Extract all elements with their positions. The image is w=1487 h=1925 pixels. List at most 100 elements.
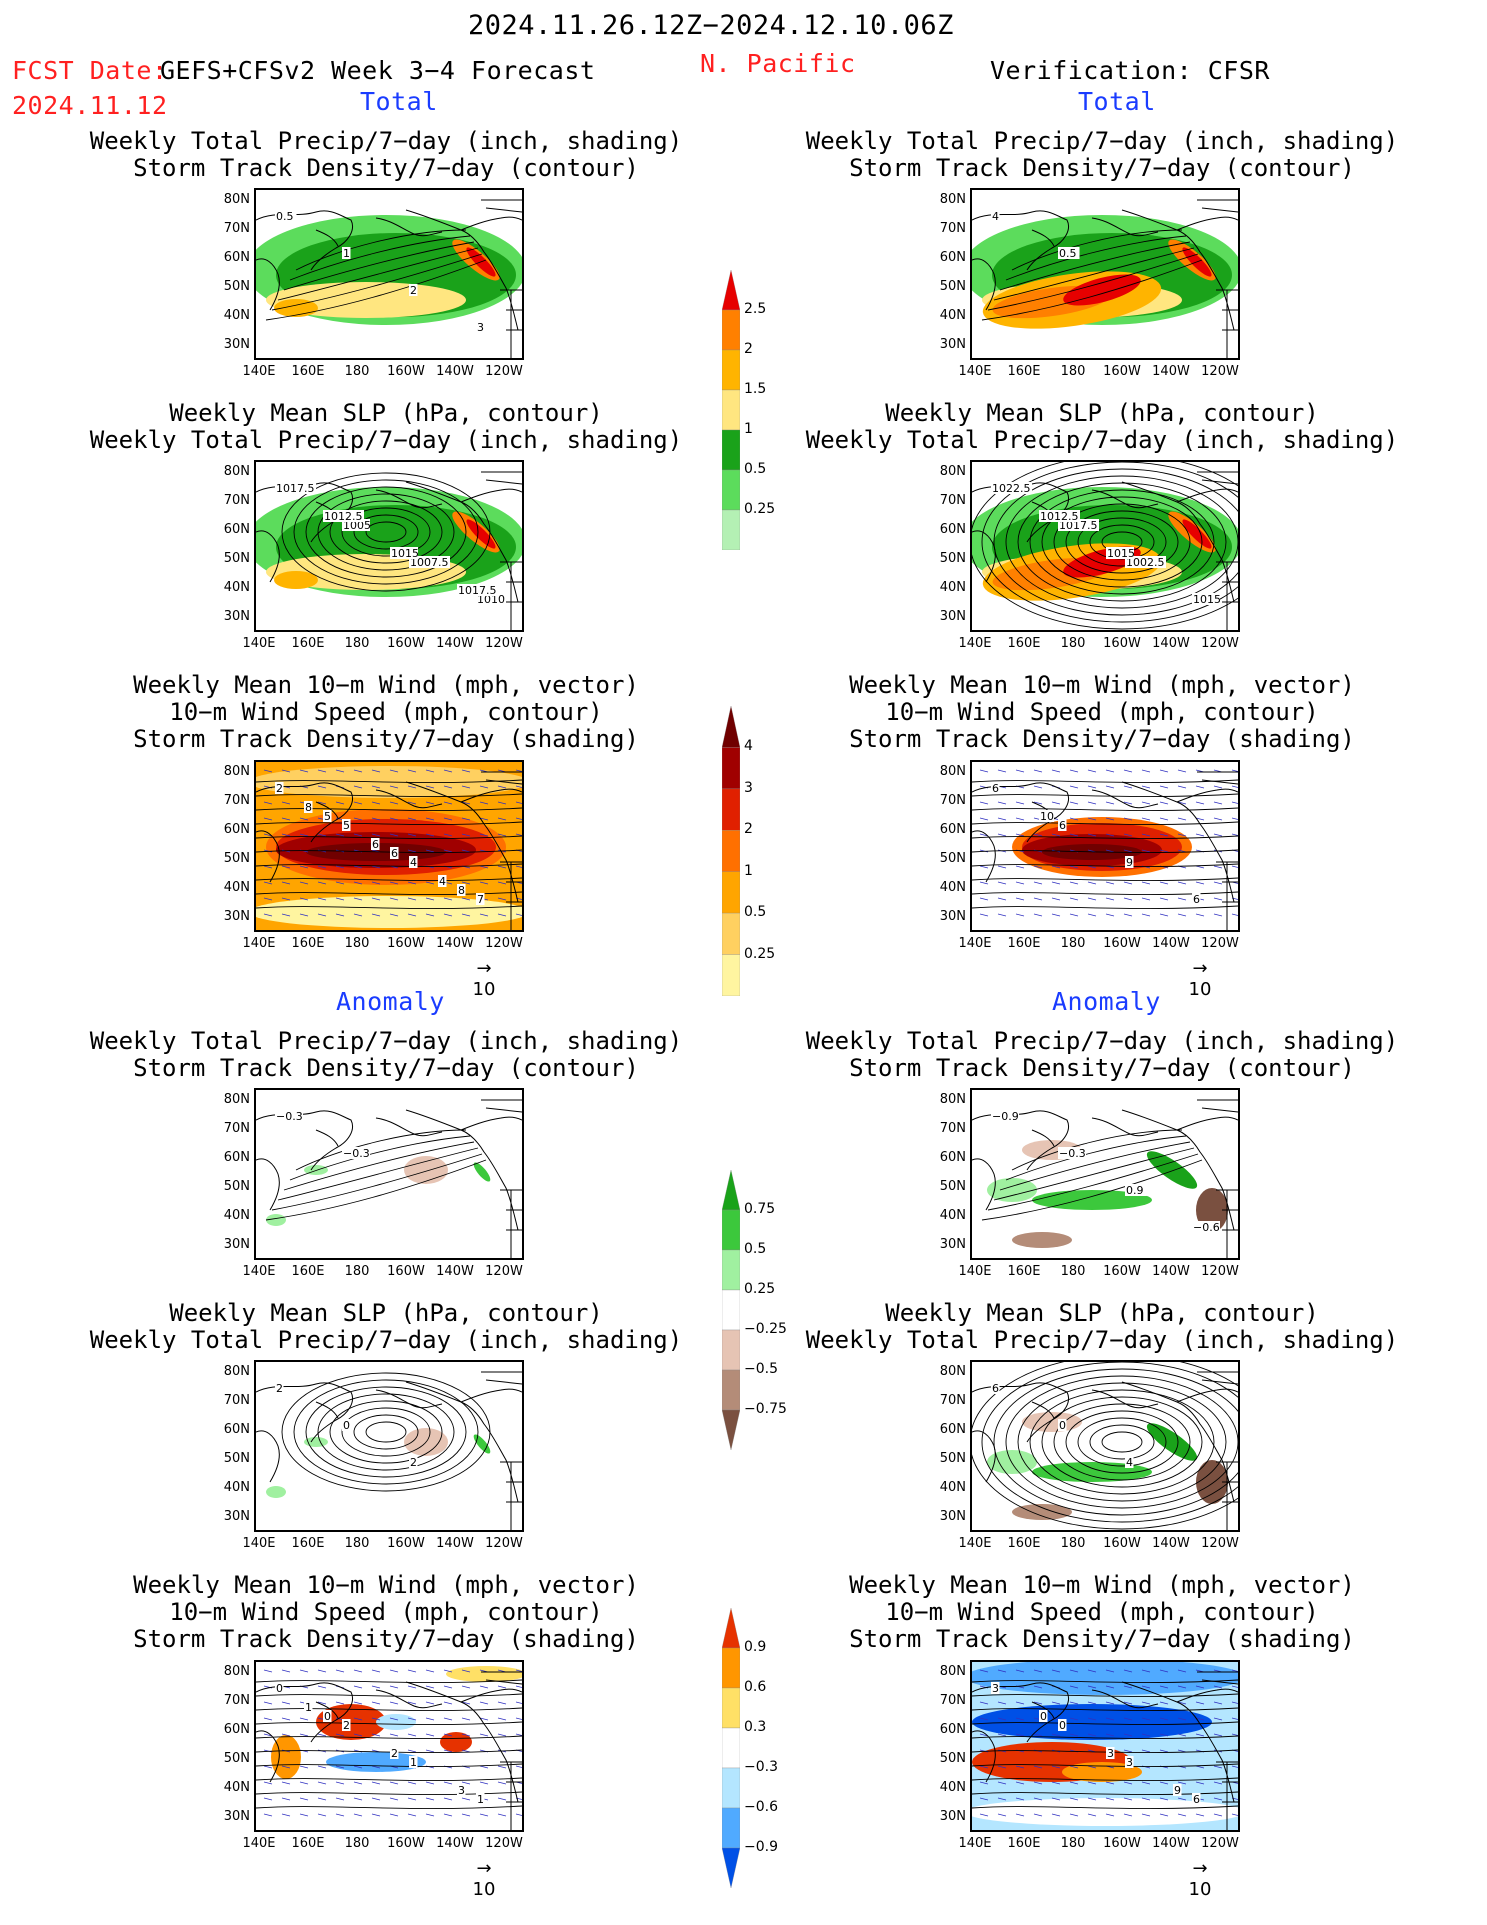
lon-tick-label: 180	[344, 364, 370, 379]
lat-tick-label: 80N	[223, 464, 250, 479]
anom-shade-brown	[1012, 1232, 1072, 1248]
anom-shade-darkbrown	[1196, 1460, 1228, 1504]
lon-tick-label: 180	[1060, 364, 1086, 379]
lon-tick-label: 180	[1060, 936, 1086, 951]
lat-tick-label: 80N	[223, 192, 250, 207]
contour-label: 0.9	[1126, 1184, 1144, 1197]
colorbar-tick-label: 0.5	[744, 1241, 767, 1257]
anom-shade-brown	[1012, 1504, 1072, 1520]
colorbar-swatch	[722, 1647, 740, 1689]
contour-label-bg	[1125, 1756, 1134, 1768]
lat-tick-label: 30N	[223, 1237, 250, 1252]
contour-label-bg	[342, 819, 351, 831]
contour-label: 0	[1059, 1419, 1066, 1432]
lat-tick-label: 40N	[223, 1480, 250, 1495]
lon-tick-label: 140E	[958, 1836, 992, 1851]
lon-tick-label: 160E	[1007, 1836, 1041, 1851]
contour-label: 0	[324, 1710, 331, 1723]
colorbar-tick-label: 2	[744, 341, 753, 357]
lon-tick-label: 160E	[1007, 364, 1041, 379]
map-plot: 1017.5 1005 1007.5 1010 1012.5 1015 1017.5	[256, 462, 522, 630]
colorbar-swatch	[722, 429, 740, 471]
panel-title-wind-storm: Weekly Mean 10−m Wind (mph, vector) 10−m…	[66, 672, 706, 753]
lon-tick-label: 160W	[387, 1536, 425, 1551]
lon-tick-label: 140E	[958, 364, 992, 379]
lat-tick-label: 40N	[939, 1780, 966, 1795]
contour-label: 3	[1107, 1747, 1114, 1760]
lat-tick-label: 60N	[223, 522, 250, 537]
colorbar-swatch	[722, 389, 740, 431]
anom-shade-lightgreen	[987, 1178, 1037, 1202]
lat-tick-label: 60N	[223, 822, 250, 837]
lat-tick-label: 70N	[939, 1121, 966, 1136]
anom-shade-green	[1146, 1423, 1198, 1461]
contour-label-bg	[275, 1110, 303, 1122]
colorbar-svg	[722, 706, 740, 996]
colorbar-swatch	[722, 871, 740, 914]
contour-label-bg	[1058, 1419, 1067, 1431]
colorbar-svg	[722, 1170, 740, 1450]
lat-tick-label: 30N	[939, 1509, 966, 1524]
lat-tick-label: 70N	[223, 793, 250, 808]
title-line: Weekly Total Precip/7−day (inch, shading…	[805, 1326, 1399, 1354]
map-background	[972, 1362, 1238, 1530]
lat-tick-label: 40N	[223, 880, 250, 895]
contour-label-bg	[409, 1456, 418, 1468]
map-panel-p1-right: 4 0.5	[970, 188, 1240, 360]
contour-label-bg	[275, 1382, 284, 1394]
lat-tick-label: 80N	[939, 1092, 966, 1107]
map-panel-p6-right: 3 0 3 6 0 3 9	[970, 1660, 1240, 1832]
lon-tick-label: 160E	[1007, 1536, 1041, 1551]
contour-label-bg	[1192, 893, 1201, 905]
panel-title-precip-storm: Weekly Total Precip/7−day (inch, shading…	[66, 128, 706, 182]
colorbar-tick-label: −0.9	[744, 1839, 778, 1855]
contour-label: −0.3	[343, 1147, 370, 1160]
contour-label: 4	[992, 210, 999, 223]
colorbar-tick-label: 4	[744, 738, 753, 755]
anom-shade-green	[1032, 1462, 1152, 1482]
lon-tick-label: 180	[344, 1836, 370, 1851]
lat-tick-label: 30N	[939, 337, 966, 352]
colorbar-tick-label: 1.5	[744, 381, 767, 397]
contour-label: 2	[410, 284, 417, 297]
lon-tick-label: 160E	[1007, 636, 1041, 651]
contour-label: 5	[343, 819, 350, 832]
title-line: Weekly Total Precip/7−day (inch, shading…	[805, 127, 1399, 155]
lon-tick-label: 140E	[958, 936, 992, 951]
contour-label-bg	[1125, 856, 1134, 868]
anom-storm-lightblue	[376, 1714, 416, 1730]
fcst-date-value: 2024.11.12	[12, 91, 168, 120]
map-panel-p5-right: 6 0 4	[970, 1360, 1240, 1532]
contour-label: 1	[343, 247, 350, 260]
lat-tick-label: 70N	[223, 1393, 250, 1408]
map-plot: 6 0 4	[972, 1362, 1238, 1530]
lon-tick-label: 180	[344, 636, 370, 651]
contour-label: 1022.5	[992, 482, 1031, 495]
title-line: 10−m Wind Speed (mph, contour)	[885, 698, 1319, 726]
lon-tick-label: 140W	[1152, 936, 1190, 951]
contour-label-bg	[991, 1682, 1000, 1694]
contour-label-bg	[275, 482, 316, 494]
colorbar-tick-label: 1	[744, 421, 753, 437]
lon-tick-label: 120W	[485, 1264, 523, 1279]
title-line: 10−m Wind Speed (mph, contour)	[885, 1598, 1319, 1626]
lon-tick-label: 140E	[242, 1536, 276, 1551]
map-panel-p1-left: 0.5 1 2 3	[254, 188, 524, 360]
colorbar-svg	[722, 1608, 740, 1888]
contour-label-bg	[1125, 556, 1166, 568]
colorbar-tick-label: 0.9	[744, 1639, 767, 1655]
colorbar-svg	[722, 270, 740, 550]
lat-tick-label: 50N	[223, 1451, 250, 1466]
contour-label: 1015	[1107, 547, 1135, 560]
colorbar-tick-label: 0.5	[744, 904, 767, 921]
contour-label: −0.6	[1193, 1221, 1220, 1234]
contour-label: 3	[458, 1784, 465, 1797]
panel-title-precip-storm: Weekly Total Precip/7−day (inch, shading…	[782, 1028, 1422, 1082]
contour-label: 1017.5	[276, 482, 315, 495]
contour-label-bg	[390, 547, 418, 559]
contour-label-bg	[409, 856, 418, 868]
contour-label: 5	[324, 810, 331, 823]
lon-tick-label: 140E	[242, 636, 276, 651]
title-line: Weekly Mean 10−m Wind (mph, vector)	[849, 671, 1355, 699]
